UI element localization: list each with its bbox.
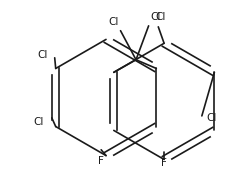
Text: Cl: Cl <box>34 117 44 127</box>
Text: F: F <box>161 158 167 168</box>
Text: Cl: Cl <box>37 50 48 60</box>
Text: Cl: Cl <box>155 12 165 22</box>
Text: Cl: Cl <box>207 113 217 123</box>
Text: Cl: Cl <box>151 12 161 22</box>
Text: F: F <box>98 156 104 166</box>
Text: Cl: Cl <box>108 17 119 27</box>
